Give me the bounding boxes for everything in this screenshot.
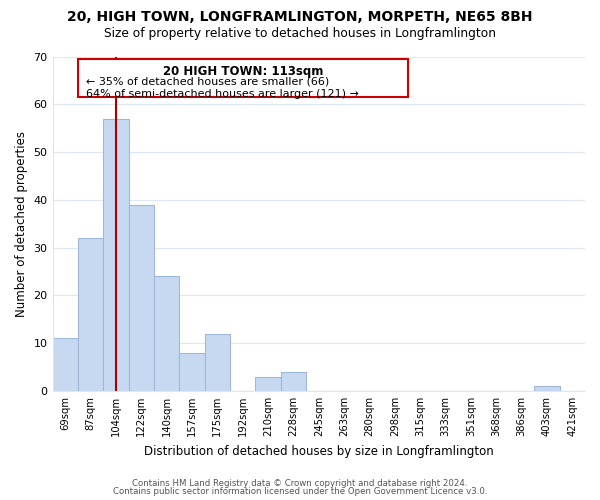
- Bar: [78, 238, 103, 391]
- Text: 20, HIGH TOWN, LONGFRAMLINGTON, MORPETH, NE65 8BH: 20, HIGH TOWN, LONGFRAMLINGTON, MORPETH,…: [67, 10, 533, 24]
- Text: Contains HM Land Registry data © Crown copyright and database right 2024.: Contains HM Land Registry data © Crown c…: [132, 478, 468, 488]
- Text: 64% of semi-detached houses are larger (121) →: 64% of semi-detached houses are larger (…: [86, 89, 358, 99]
- Bar: [78, 59, 407, 97]
- Y-axis label: Number of detached properties: Number of detached properties: [15, 130, 28, 316]
- Text: Size of property relative to detached houses in Longframlington: Size of property relative to detached ho…: [104, 28, 496, 40]
- Text: ← 35% of detached houses are smaller (66): ← 35% of detached houses are smaller (66…: [86, 76, 329, 86]
- Bar: [534, 386, 560, 391]
- Bar: [53, 338, 78, 391]
- Bar: [205, 334, 230, 391]
- Bar: [256, 376, 281, 391]
- Bar: [281, 372, 306, 391]
- Text: 20 HIGH TOWN: 113sqm: 20 HIGH TOWN: 113sqm: [163, 65, 323, 78]
- Bar: [128, 204, 154, 391]
- Bar: [103, 118, 128, 391]
- Bar: [154, 276, 179, 391]
- X-axis label: Distribution of detached houses by size in Longframlington: Distribution of detached houses by size …: [144, 444, 494, 458]
- Text: Contains public sector information licensed under the Open Government Licence v3: Contains public sector information licen…: [113, 487, 487, 496]
- Bar: [179, 352, 205, 391]
